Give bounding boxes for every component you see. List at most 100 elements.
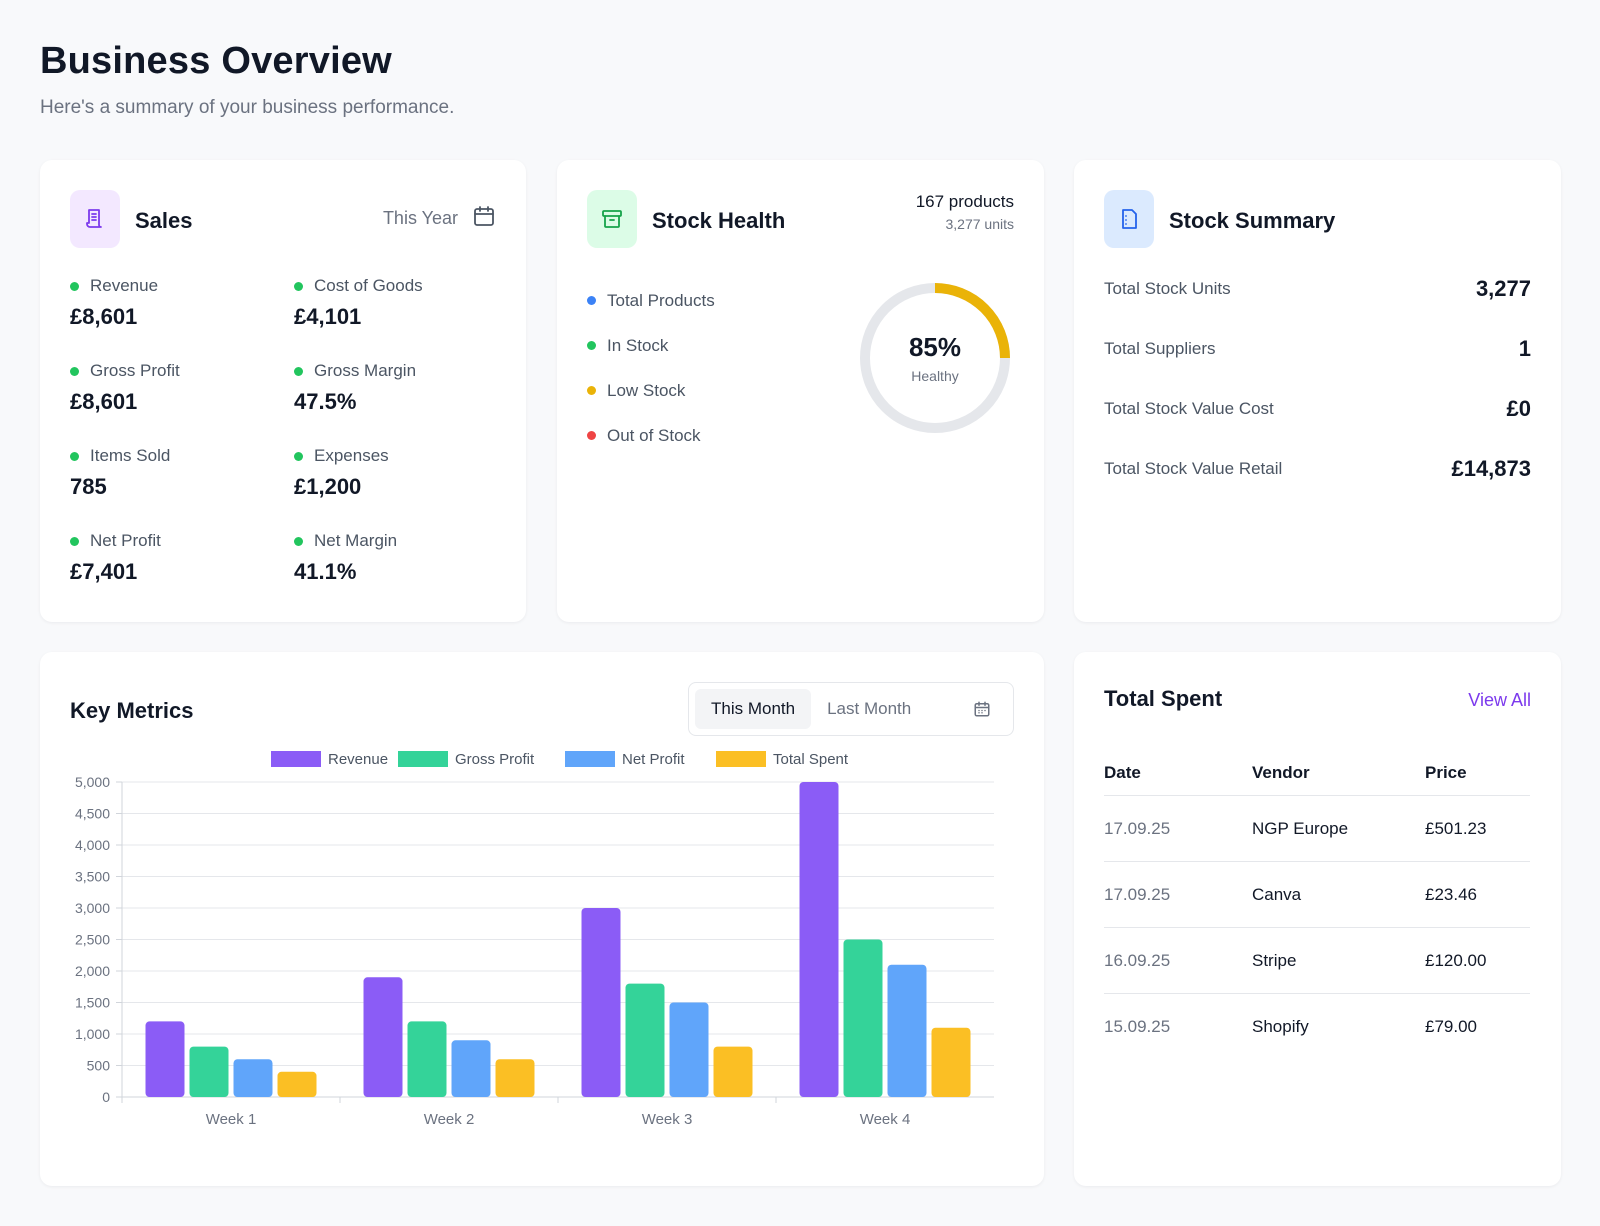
cell-date: 15.09.25	[1104, 1017, 1171, 1036]
metric-value: £4,101	[294, 304, 362, 329]
summary-value: £0	[1506, 396, 1531, 421]
legend-total-products: Total Products	[587, 278, 715, 323]
status-dot	[294, 281, 303, 291]
stock-summary-card: Stock Summary Total Stock Units 3,277 To…	[1074, 160, 1561, 622]
y-tick-label: 4,000	[75, 837, 110, 853]
sales-period-selector[interactable]: This Year	[383, 204, 496, 233]
summary-row-suppliers: Total Suppliers 1	[1104, 336, 1531, 362]
calendar-icon[interactable]	[973, 700, 991, 718]
y-tick-label: 2,500	[75, 932, 110, 948]
bar-gross-profit	[843, 939, 883, 1097]
table-row[interactable]: 17.09.25 Canva £23.46	[1104, 862, 1530, 928]
bar-net-profit	[451, 1040, 491, 1097]
legend-label: Revenue	[328, 751, 388, 768]
status-dot	[70, 536, 79, 546]
y-tick-label: 3,000	[75, 900, 110, 916]
bar-revenue	[581, 908, 621, 1097]
status-dot	[70, 451, 79, 461]
metric-net-profit: Net Profit £7,401	[70, 531, 161, 585]
status-dot	[70, 281, 79, 291]
legend-swatch	[398, 751, 448, 767]
legend-low-stock: Low Stock	[587, 368, 715, 413]
metric-label: Expenses	[314, 446, 389, 465]
bar-net-profit	[669, 1002, 709, 1097]
page-title: Business Overview	[40, 40, 392, 82]
tab-last-month[interactable]: Last Month	[827, 699, 912, 718]
legend-swatch	[716, 751, 766, 767]
metric-value: 785	[70, 474, 107, 499]
tab-this-month[interactable]: This Month	[695, 689, 812, 729]
sales-card: Sales This Year Revenue £8,601 Cost of G…	[40, 160, 526, 622]
summary-value: 1	[1518, 336, 1531, 361]
summary-row-value-cost: Total Stock Value Cost £0	[1104, 396, 1531, 422]
health-donut: 85% Healthy	[855, 278, 1015, 438]
bar-revenue	[363, 977, 403, 1097]
total-spent-title: Total Spent	[1104, 686, 1223, 711]
metric-label: Revenue	[90, 276, 159, 295]
key-metrics-title: Key Metrics	[70, 698, 194, 723]
x-tick-label: Week 1	[206, 1111, 257, 1128]
sales-period-label: This Year	[382, 208, 458, 228]
metric-label: Net Margin	[314, 531, 398, 550]
legend-label: In Stock	[607, 335, 669, 355]
x-tick-label: Week 4	[860, 1111, 911, 1128]
archive-box-icon	[587, 190, 637, 248]
legend-out-of-stock: Out of Stock	[587, 413, 715, 458]
receipt-icon	[70, 190, 120, 248]
cell-date: 16.09.25	[1104, 950, 1171, 970]
column-header-date: Date	[1104, 762, 1141, 782]
bar-revenue	[799, 782, 839, 1097]
bar-total-spent	[713, 1046, 753, 1097]
key-metrics-chart: 0 500 1,000 1,500 2,000 2,500 3,000 3,500 4,000 4…	[75, 751, 994, 1128]
bar-net-profit	[233, 1059, 273, 1097]
unit-count: 3,277 units	[945, 216, 1015, 232]
legend-dot	[587, 386, 596, 395]
y-tick-label: 4,500	[75, 806, 110, 822]
summary-value: £14,873	[1451, 456, 1531, 481]
cell-date: 17.09.25	[1104, 818, 1171, 838]
cell-vendor: Canva	[1252, 884, 1302, 904]
summary-label: Total Stock Units	[1104, 279, 1231, 298]
metric-items-sold: Items Sold 785	[70, 446, 170, 500]
status-dot	[294, 536, 303, 546]
sales-title: Sales	[135, 208, 193, 233]
summary-label: Total Stock Value Cost	[1104, 399, 1274, 418]
metric-gross-margin: Gross Margin 47.5%	[294, 361, 416, 415]
y-tick-label: 500	[87, 1058, 111, 1074]
metric-label: Net Profit	[90, 531, 161, 550]
y-tick-label: 1,500	[75, 995, 110, 1011]
stock-health-title: Stock Health	[652, 208, 786, 233]
spent-table: Date Vendor Price 17.09.25 NGP Europe £5…	[1104, 750, 1530, 1060]
legend-in-stock: In Stock	[587, 323, 715, 368]
page-header: Business Overview Here's a summary of yo…	[40, 40, 454, 119]
bar-total-spent	[495, 1059, 535, 1097]
summary-value: 3,277	[1475, 276, 1531, 301]
status-dot	[70, 366, 79, 376]
status-dot	[294, 366, 303, 376]
column-header-vendor: Vendor	[1252, 762, 1310, 782]
metric-value: £8,601	[70, 304, 138, 329]
metric-revenue: Revenue £8,601	[70, 276, 158, 330]
legend-label: Total Products	[607, 290, 715, 310]
metric-value: £8,601	[70, 389, 138, 414]
table-row[interactable]: 16.09.25 Stripe £120.00	[1104, 928, 1530, 994]
metric-label: Gross Margin	[314, 361, 417, 380]
table-header: Date Vendor Price	[1104, 750, 1530, 796]
key-metrics-card: 0 500 1,000 1,500 2,000 2,500 3,000 3,500 4,000 4…	[40, 652, 1044, 1186]
table-row[interactable]: 15.09.25 Shopify £79.00	[1104, 994, 1530, 1060]
cell-vendor: Stripe	[1252, 950, 1297, 970]
metric-label: Items Sold	[90, 446, 171, 465]
cell-price: £501.23	[1425, 818, 1487, 838]
summary-label: Total Stock Value Retail	[1104, 459, 1283, 478]
cell-vendor: Shopify	[1252, 1017, 1309, 1036]
table-row[interactable]: 17.09.25 NGP Europe £501.23	[1104, 796, 1530, 862]
legend-swatch	[271, 751, 321, 767]
metric-value: £1,200	[294, 474, 362, 499]
y-tick-label: 1,000	[75, 1026, 110, 1042]
legend-dot	[587, 296, 596, 305]
bar-total-spent	[277, 1071, 317, 1097]
metric-value: 47.5%	[294, 389, 357, 414]
x-tick-label: Week 2	[424, 1111, 475, 1128]
view-all-link[interactable]: View All	[1468, 690, 1531, 710]
cell-vendor: NGP Europe	[1252, 818, 1349, 838]
